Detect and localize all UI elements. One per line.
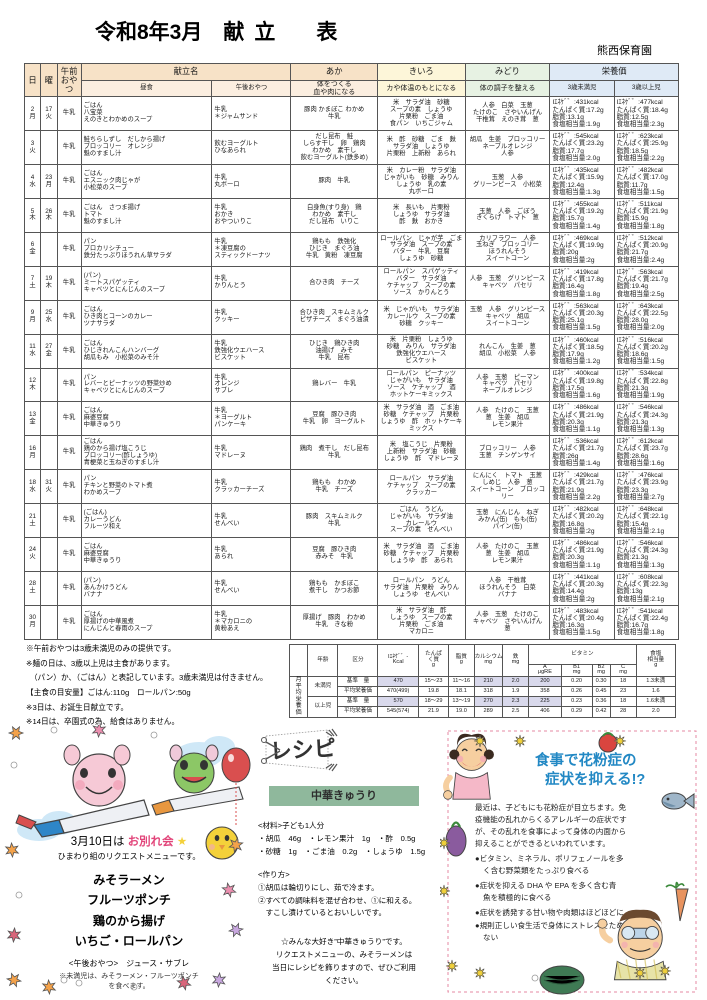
svg-text:最近は、子どもにも花粉症が目立ちます。免: 最近は、子どもにも花粉症が目立ちます。免 bbox=[475, 802, 627, 812]
svg-text:食事で花粉症の: 食事で花粉症の bbox=[535, 751, 637, 769]
svg-text:抑えることができるといわれています。: 抑えることができるといわれています。 bbox=[475, 838, 610, 848]
svg-text:魚を積極的に食べる: 魚を積極的に食べる bbox=[483, 892, 551, 902]
svg-text:症状を抑える!?: 症状を抑える!? bbox=[545, 770, 645, 788]
svg-text:疫機能の乱れからくるアレルギーの症状です: 疫機能の乱れからくるアレルギーの症状です bbox=[475, 814, 627, 824]
svg-text:が、その乱れを食事によって身体の内面から: が、その乱れを食事によって身体の内面から bbox=[475, 826, 626, 836]
svg-text:●症状を誘発する甘い物や肉類はほどほどに: ●症状を誘発する甘い物や肉類はほどほどに bbox=[475, 907, 624, 917]
svg-text:く含む野菜類をたっぷり食べる: く含む野菜類をたっぷり食べる bbox=[483, 865, 589, 875]
svg-text:ない: ない bbox=[483, 933, 498, 942]
svg-text:●症状を抑える DHA や EPA を多く含む青: ●症状を抑える DHA や EPA を多く含む青 bbox=[475, 880, 617, 890]
svg-text:●ビタミン、ミネラル、ポリフェノールを多: ●ビタミン、ミネラル、ポリフェノールを多 bbox=[475, 853, 624, 863]
